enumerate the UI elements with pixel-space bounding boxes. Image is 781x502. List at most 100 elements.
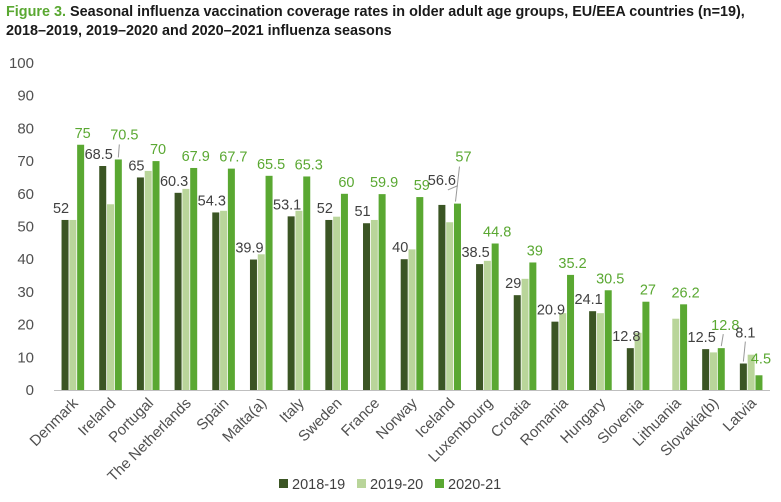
bar — [333, 216, 341, 390]
bar — [589, 311, 597, 390]
data-label: 75 — [75, 126, 91, 142]
legend-label: 2019-20 — [370, 477, 423, 493]
y-tick-label: 30 — [17, 284, 34, 301]
data-label: 44.8 — [483, 225, 511, 241]
y-tick-label: 50 — [17, 219, 34, 236]
data-label: 51 — [354, 204, 370, 220]
bar — [634, 332, 642, 390]
bar — [190, 167, 198, 390]
data-label: 12.8 — [711, 318, 739, 334]
data-label: 54.3 — [198, 193, 226, 209]
leader-line — [742, 341, 746, 362]
bar — [416, 197, 424, 390]
category-label: Denmark — [27, 394, 82, 449]
legend-swatch — [435, 479, 444, 488]
data-labels-layer: 52 75 68.5 70.5 65 70 60.3 67.9 54.3 67.7 39.9 65.5… — [53, 126, 771, 368]
bar — [212, 212, 220, 390]
bar — [446, 222, 454, 390]
data-label: 30.5 — [596, 271, 624, 287]
bar — [378, 194, 386, 390]
figure-number: Figure 3. — [6, 4, 66, 20]
data-label: 60.3 — [160, 174, 188, 190]
bar — [325, 219, 333, 390]
bar — [438, 204, 446, 390]
category-label: Italy — [276, 394, 308, 426]
data-label: 52 — [317, 201, 333, 217]
bar — [400, 259, 408, 390]
data-label: 56.6 — [428, 173, 456, 189]
bar — [99, 166, 107, 390]
bar — [529, 262, 537, 390]
bar — [220, 210, 228, 390]
category-label: Latvia — [720, 394, 761, 435]
data-label: 27 — [640, 283, 656, 299]
chart-title: Figure 3. Seasonal influenza vaccination… — [6, 3, 776, 41]
legend: 2018-19 2019-20 2020-21 — [279, 477, 501, 493]
data-label: 39 — [527, 243, 543, 259]
y-tick-label: 20 — [17, 317, 34, 334]
data-label: 67.9 — [182, 149, 210, 165]
data-label: 65.5 — [257, 157, 285, 173]
data-label: 67.7 — [219, 150, 247, 166]
category-label: Norway — [373, 394, 421, 442]
data-label: 26.2 — [671, 285, 699, 301]
bar — [363, 223, 371, 390]
bar — [453, 203, 461, 390]
bar — [672, 318, 680, 390]
data-label: 8.1 — [735, 326, 755, 342]
bar — [596, 313, 604, 390]
bar — [174, 192, 182, 390]
bar — [755, 375, 763, 390]
y-tick-label: 70 — [17, 153, 34, 170]
bar — [747, 354, 755, 390]
data-label: 12.8 — [612, 329, 640, 345]
data-label: 24.1 — [575, 292, 603, 308]
data-label: 52 — [53, 201, 69, 217]
bar — [303, 176, 311, 390]
leader-line — [117, 144, 120, 158]
bar — [182, 188, 190, 390]
bar — [551, 321, 559, 390]
data-label: 65 — [128, 158, 144, 174]
data-label: 20.9 — [537, 303, 565, 319]
bar — [265, 175, 273, 390]
bar — [144, 170, 152, 390]
leader-line — [720, 334, 724, 347]
bar — [483, 260, 491, 390]
data-label: 70 — [150, 142, 166, 158]
legend-label: 2020-21 — [448, 477, 501, 493]
axis-layer: 0 10 20 30 40 50 60 70 80 90 100 — [9, 55, 770, 399]
y-tick-label: 40 — [17, 251, 34, 268]
y-tick-label: 10 — [17, 349, 34, 366]
y-tick-label: 0 — [26, 382, 34, 399]
data-label: 59 — [414, 178, 430, 194]
data-label: 57 — [455, 150, 471, 166]
data-label: 59.9 — [370, 175, 398, 191]
data-label: 65.3 — [295, 157, 323, 173]
bar — [513, 295, 521, 390]
legend-swatch — [279, 479, 288, 488]
bar — [717, 348, 725, 390]
bar — [295, 210, 303, 390]
data-label: 39.9 — [235, 241, 263, 257]
data-label: 29 — [505, 276, 521, 292]
bar — [702, 349, 710, 390]
bar — [136, 177, 144, 390]
bars-layer — [61, 144, 763, 390]
data-label: 53.1 — [273, 197, 301, 213]
data-label: 68.5 — [85, 147, 113, 163]
bar — [152, 161, 160, 390]
data-label: 60 — [338, 175, 354, 191]
bar — [567, 274, 575, 390]
legend-swatch — [357, 479, 366, 488]
leader-line — [454, 166, 460, 202]
figure-caption: Seasonal influenza vaccination coverage … — [6, 4, 745, 39]
data-label: 35.2 — [558, 256, 586, 272]
data-label: 12.5 — [688, 330, 716, 346]
y-tick-label: 100 — [9, 55, 34, 72]
bar — [69, 219, 77, 390]
bar — [408, 249, 416, 390]
data-label: 38.5 — [461, 245, 489, 261]
